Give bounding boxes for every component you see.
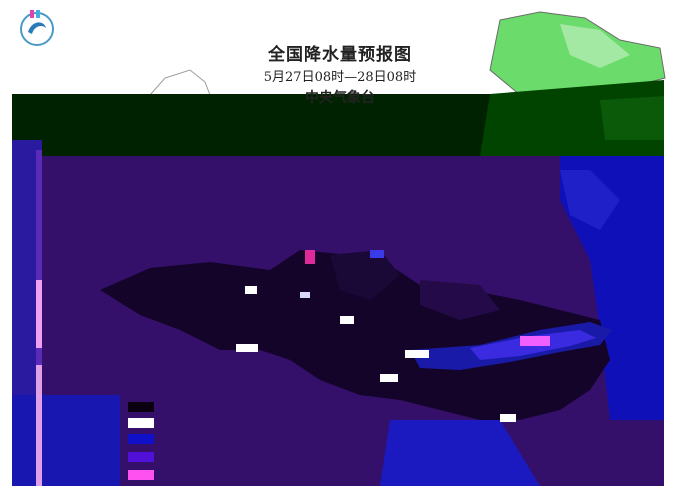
legend-swatch-3 bbox=[128, 434, 154, 444]
rain-spot bbox=[305, 250, 315, 264]
legend-swatch-5 bbox=[128, 470, 154, 480]
left-pink-bar bbox=[36, 280, 42, 348]
rain-spot bbox=[340, 316, 354, 324]
legend-swatch-1 bbox=[128, 402, 154, 412]
agency-name: 中央气象台 bbox=[305, 90, 375, 106]
map-title: 全国降水量预报图 bbox=[268, 45, 412, 65]
yellow-river-region bbox=[420, 280, 500, 320]
legend-swatch-2 bbox=[128, 418, 154, 428]
south-sea-region bbox=[380, 420, 540, 486]
northeast-light-patch bbox=[560, 24, 630, 68]
rain-spot bbox=[300, 292, 310, 298]
legend-swatch-4 bbox=[128, 452, 154, 462]
rain-band-storm bbox=[520, 336, 550, 346]
rain-spot bbox=[500, 414, 516, 422]
cma-logo-icon bbox=[20, 10, 54, 46]
rain-spot bbox=[370, 250, 384, 258]
southwest-blue-region bbox=[12, 395, 120, 486]
left-pink-bar bbox=[36, 365, 42, 486]
korea-peninsula-region bbox=[560, 170, 620, 230]
rain-spot bbox=[236, 344, 258, 352]
rain-spot bbox=[245, 286, 257, 294]
rain-spot bbox=[380, 374, 398, 382]
rain-spot bbox=[405, 350, 429, 358]
forecast-period: 5月27日08时—28日08时 bbox=[263, 70, 417, 85]
north-china-region bbox=[330, 250, 400, 300]
band-green-detail bbox=[600, 96, 664, 140]
